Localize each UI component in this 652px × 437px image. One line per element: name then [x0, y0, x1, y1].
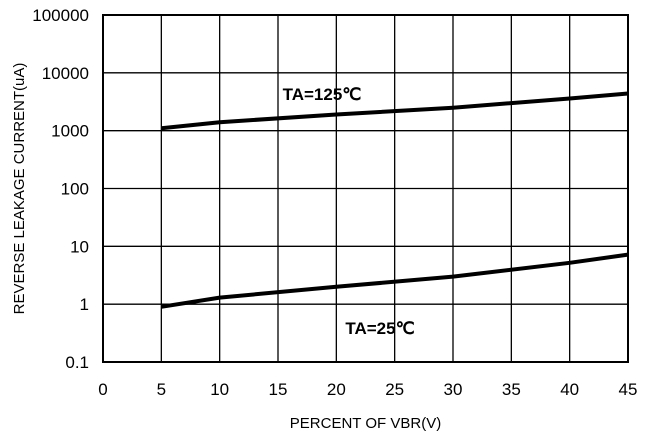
x-tick-15: 15 — [269, 380, 288, 399]
x-tick-35: 35 — [502, 380, 521, 399]
y-tick-labels: 0.1 1 10 100 1000 10000 100000 — [32, 6, 89, 372]
x-tick-25: 25 — [385, 380, 404, 399]
series-line-1 — [161, 91, 629, 131]
series-line-2 — [160, 252, 629, 309]
x-tick-10: 10 — [210, 380, 229, 399]
x-tick-40: 40 — [560, 380, 579, 399]
y-tick-0.1: 0.1 — [65, 353, 89, 372]
series-group: TA=125℃ TA=25℃ — [160, 85, 629, 338]
y-tick-1000: 1000 — [51, 122, 89, 141]
series-label-1: TA=125℃ — [283, 85, 362, 104]
x-tick-5: 5 — [157, 380, 166, 399]
plot-frame — [102, 14, 629, 363]
y-tick-10000: 10000 — [42, 64, 89, 83]
grid — [103, 15, 628, 362]
x-axis-label: PERCENT OF VBR(V) — [290, 415, 441, 432]
x-tick-20: 20 — [327, 380, 346, 399]
y-tick-100: 100 — [61, 180, 89, 199]
y-tick-10: 10 — [70, 237, 89, 256]
x-tick-labels: 0 5 10 15 20 25 30 35 40 45 — [98, 380, 637, 399]
y-axis-label: REVERSE LEAKAGE CURRENT(uA) — [11, 63, 28, 315]
x-tick-0: 0 — [98, 380, 107, 399]
series-label-2: TA=25℃ — [345, 319, 414, 338]
y-tick-100000: 100000 — [32, 6, 89, 25]
x-tick-45: 45 — [619, 380, 638, 399]
x-tick-30: 30 — [444, 380, 463, 399]
y-tick-1: 1 — [80, 295, 89, 314]
